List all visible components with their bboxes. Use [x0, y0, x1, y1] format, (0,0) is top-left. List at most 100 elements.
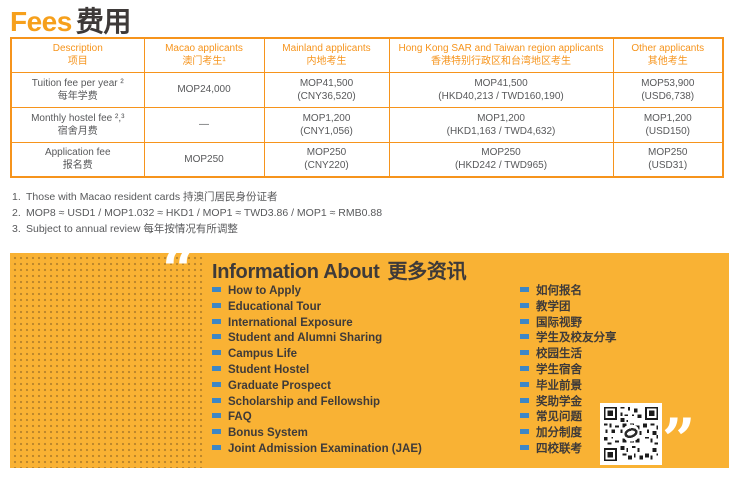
header-text-zh: 内地考生: [306, 56, 347, 68]
col-header-mainland: Mainland applicants 内地考生: [263, 37, 390, 73]
list-item-label: 学生宿舍: [536, 363, 582, 376]
square-bullet-icon: [520, 413, 529, 419]
col-header-hk-taiwan: Hong Kong SAR and Taiwan region applican…: [388, 37, 614, 73]
square-bullet-icon: [520, 302, 529, 308]
footnote: 2. MOP8 ≈ USD1 / MOP1.032 ≈ HKD1 / MOP1 ≈…: [12, 205, 382, 221]
cell-line1: —: [199, 119, 209, 130]
cell-line2: 宿舍月费: [57, 125, 98, 137]
cell-line2: (CNY1,056): [300, 125, 353, 137]
cell-line2: (USD31): [648, 160, 688, 172]
fee-cell: Tuition fee per year ² 每年学费: [10, 71, 145, 108]
cell-line1: MOP41,500: [299, 77, 354, 89]
list-item-label: Joint Admission Examination (JAE): [228, 442, 422, 455]
info-title-zh: 更多资讯: [387, 261, 467, 283]
col-header-other: Other applicants 其他考生: [612, 37, 724, 73]
list-item: Graduate Prospect: [212, 379, 512, 395]
list-item: Scholarship and Fellowship: [212, 395, 512, 411]
header-text-en: Description: [52, 43, 103, 55]
close-quote-icon: ”: [662, 406, 696, 474]
list-item: FAQ: [212, 410, 512, 426]
cell-line1: MOP1,200: [477, 112, 525, 124]
cell-line2: 每年学费: [57, 90, 98, 102]
square-bullet-icon: [520, 381, 529, 387]
list-item: 毕业前景: [520, 379, 720, 395]
list-item: 国际视野: [520, 316, 720, 332]
square-bullet-icon: [212, 365, 221, 371]
list-item: International Exposure: [212, 316, 512, 332]
list-item-label: 常见问题: [536, 411, 582, 424]
cell-line1: MOP250: [184, 153, 224, 165]
list-item-label: 学生及校友分享: [536, 332, 617, 345]
fee-cell: MOP41,500 (CNY36,520): [263, 71, 390, 108]
square-bullet-icon: [212, 318, 221, 324]
list-item-label: 加分制度: [536, 427, 582, 440]
cell-line1: MOP53,900: [641, 77, 695, 89]
cell-line1: Application fee: [44, 147, 111, 159]
cell-line1: MOP250: [648, 147, 688, 159]
header-text-zh: 澳门考生¹: [182, 56, 226, 68]
square-bullet-icon: [212, 429, 221, 435]
list-item: 校园生活: [520, 347, 720, 363]
square-bullet-icon: [212, 397, 221, 403]
cell-line2: (USD150): [645, 125, 690, 137]
fees-table-header-row: Description 项目 Macao applicants 澳门考生¹ Main…: [10, 37, 724, 73]
list-item-label: Bonus System: [228, 427, 308, 440]
cell-line1: MOP1,200: [643, 112, 692, 124]
cell-line2: (HKD1,163 / TWD4,632): [446, 125, 556, 137]
list-item-label: Educational Tour: [228, 300, 322, 313]
info-section-title: Information About 更多资讯: [212, 255, 467, 284]
square-bullet-icon: [520, 365, 529, 371]
list-item: 学生及校友分享: [520, 331, 720, 347]
open-quote-icon: “: [162, 236, 196, 304]
header-text-en: Other applicants: [631, 43, 705, 55]
table-row-application: Application fee 报名费 MOP250 MOP250 (CNY220)…: [10, 141, 724, 178]
list-item-label: FAQ: [228, 411, 252, 424]
cell-line1: MOP24,000: [177, 84, 231, 95]
col-header-description: Description 项目: [10, 37, 145, 73]
square-bullet-icon: [520, 318, 529, 324]
fee-cell: Application fee 报名费: [10, 141, 145, 178]
info-list-english: How to Apply Educational Tour Internatio…: [212, 284, 512, 458]
header-text-zh: 香港特别行政区和台湾地区考生: [431, 56, 571, 68]
list-item: 学生宿舍: [520, 363, 720, 379]
square-bullet-icon: [212, 334, 221, 340]
fee-cell: MOP250 (HKD242 / TWD965): [388, 141, 614, 178]
fee-cell: MOP41,500 (HKD40,213 / TWD160,190): [388, 71, 614, 108]
header-text-en: Macao applicants: [165, 43, 243, 55]
fee-cell: —: [143, 106, 265, 143]
square-bullet-icon: [212, 413, 221, 419]
list-item-label: 毕业前景: [536, 379, 582, 392]
footnote-text: MOP8 ≈ USD1 / MOP1.032 ≈ HKD1 / MOP1 ≈ T…: [26, 207, 383, 219]
list-item-label: 如何报名: [536, 285, 582, 297]
footnote: 3. Subject to annual review 每年按情况有所调整: [12, 221, 382, 237]
square-bullet-icon: [212, 287, 221, 292]
cell-line1: MOP1,200: [302, 112, 351, 124]
list-item: Educational Tour: [212, 300, 512, 316]
square-bullet-icon: [520, 334, 529, 340]
fee-cell: MOP24,000: [143, 71, 265, 108]
list-item: 教学团: [520, 300, 720, 316]
header-text-zh: 其他考生: [647, 56, 688, 68]
cell-line1: Monthly hostel fee ²,³: [31, 112, 125, 124]
footnote-number: 2.: [12, 207, 21, 219]
fee-cell: MOP250: [143, 141, 265, 178]
list-item-label: 奖助学金: [536, 395, 582, 408]
page-title: Fees 费用: [10, 0, 131, 40]
square-bullet-icon: [212, 302, 221, 308]
fees-table: Description 项目 Macao applicants 澳门考生¹ Main…: [10, 37, 724, 178]
page-title-zh: 费用: [75, 6, 132, 37]
fee-cell: MOP250 (USD31): [612, 141, 724, 178]
list-item-label: 四校联考: [536, 442, 582, 455]
list-item-label: Student Hostel: [228, 363, 310, 376]
list-item: 奖助学金: [520, 395, 720, 411]
cell-line2: (HKD242 / TWD965): [454, 160, 548, 172]
list-item-label: How to Apply: [228, 285, 302, 297]
list-item: Joint Admission Examination (JAE): [212, 442, 512, 458]
list-item: 四校联考: [520, 442, 720, 458]
list-item: How to Apply: [212, 284, 512, 300]
header-text-en: Hong Kong SAR and Taiwan region applican…: [398, 43, 604, 55]
fee-cell: MOP250 (CNY220): [263, 141, 390, 178]
cell-line1: Tuition fee per year ²: [31, 77, 124, 89]
square-bullet-icon: [520, 444, 529, 450]
